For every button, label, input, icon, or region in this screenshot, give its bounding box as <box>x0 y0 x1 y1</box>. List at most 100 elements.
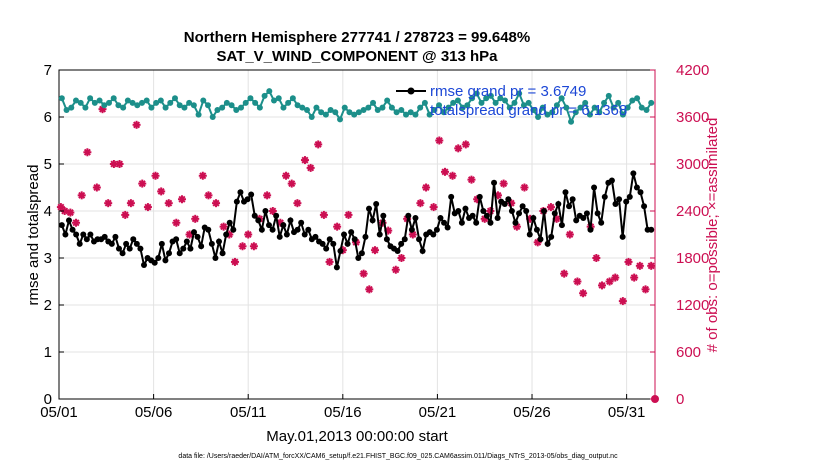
series-point <box>299 104 306 111</box>
series-point <box>388 104 395 111</box>
series-point <box>619 233 626 240</box>
y2-axis-label: # of obs: o=possible; ×=assimilated <box>704 118 721 353</box>
obs-point <box>435 136 444 145</box>
series-point <box>273 212 280 219</box>
x-tick-label: 05/16 <box>324 404 362 421</box>
series-point <box>187 245 194 252</box>
legend: rmse grand pr = 3.6749 totalspread grand… <box>396 83 627 119</box>
series-point <box>65 217 72 224</box>
series-point <box>346 109 353 116</box>
series-point <box>304 106 311 113</box>
series-point <box>605 92 612 99</box>
series-point <box>73 231 80 238</box>
series-point <box>601 193 608 200</box>
series-point <box>158 240 165 247</box>
series-point <box>572 109 579 116</box>
obs-point <box>92 183 101 192</box>
obs-point <box>157 187 166 196</box>
series-point <box>525 99 532 106</box>
series-point <box>401 236 408 243</box>
series-point <box>153 99 160 106</box>
obs-point <box>565 230 574 239</box>
obs-point <box>263 191 272 200</box>
obs-point <box>397 254 406 262</box>
series-point <box>610 104 617 111</box>
series-line <box>60 173 652 269</box>
x-tick-label: 05/21 <box>419 404 457 421</box>
series-point <box>492 99 499 106</box>
x-tick-label: 05/31 <box>608 404 646 421</box>
series-point <box>171 95 178 102</box>
obs-point <box>344 210 353 219</box>
series-point <box>419 247 426 254</box>
series-point <box>216 238 223 245</box>
series-point <box>555 200 562 207</box>
series-point <box>110 95 117 102</box>
series-point <box>598 219 605 226</box>
obs-point <box>219 222 228 231</box>
series-point <box>580 215 587 222</box>
series-point <box>323 245 330 252</box>
series-point <box>105 99 112 106</box>
series-point <box>238 104 245 111</box>
series-point <box>298 219 305 226</box>
obs-point <box>618 297 627 306</box>
obs-point <box>300 156 309 165</box>
series-point <box>412 215 419 222</box>
series-point <box>530 215 537 222</box>
series-point <box>191 229 198 236</box>
series-point <box>587 226 594 233</box>
series-point <box>252 99 259 106</box>
obs-point <box>104 199 113 208</box>
y-tick-label: 3 <box>44 250 52 267</box>
series-point <box>63 106 70 113</box>
series-point <box>469 212 476 219</box>
series-point <box>473 219 480 226</box>
series-point <box>612 200 619 207</box>
series-point <box>380 212 387 219</box>
y2-tick-label: 1200 <box>676 297 709 314</box>
obs-point <box>115 160 124 168</box>
series-point <box>344 240 351 247</box>
series-point <box>176 102 183 109</box>
obs-point <box>641 285 650 294</box>
series-point <box>505 196 512 203</box>
obs-point <box>244 230 253 239</box>
series-point <box>416 236 423 243</box>
obs-point <box>77 191 86 200</box>
series-point <box>212 255 219 261</box>
series-point <box>641 203 648 210</box>
series-point <box>233 106 240 113</box>
series-point <box>242 99 249 106</box>
obs-point <box>560 269 569 278</box>
series-point <box>198 243 205 250</box>
series-point <box>186 99 193 106</box>
series-point <box>134 102 141 109</box>
obs-point <box>579 289 588 298</box>
series-point <box>558 95 565 102</box>
series-point <box>183 238 190 245</box>
series-point <box>129 99 136 106</box>
series-point <box>68 104 75 111</box>
series-point <box>516 210 523 217</box>
series-point <box>444 224 451 231</box>
series-point <box>266 88 273 95</box>
series-point <box>360 106 367 113</box>
y2-tick-label: 3600 <box>676 109 709 126</box>
series-point <box>162 104 169 111</box>
obs-point <box>121 210 130 219</box>
series-point <box>544 240 551 247</box>
series-point <box>476 193 483 200</box>
y-tick-label: 7 <box>44 62 52 79</box>
series-point <box>431 106 438 113</box>
series-point <box>426 111 433 118</box>
series-point <box>512 219 519 226</box>
obs-point <box>177 195 186 204</box>
series-point <box>283 231 290 238</box>
obs-point <box>293 199 302 208</box>
series-point <box>194 233 201 240</box>
x-tick-label: 05/11 <box>230 404 266 421</box>
series-point <box>633 184 640 191</box>
series-point <box>459 104 466 111</box>
series-point <box>365 104 372 111</box>
